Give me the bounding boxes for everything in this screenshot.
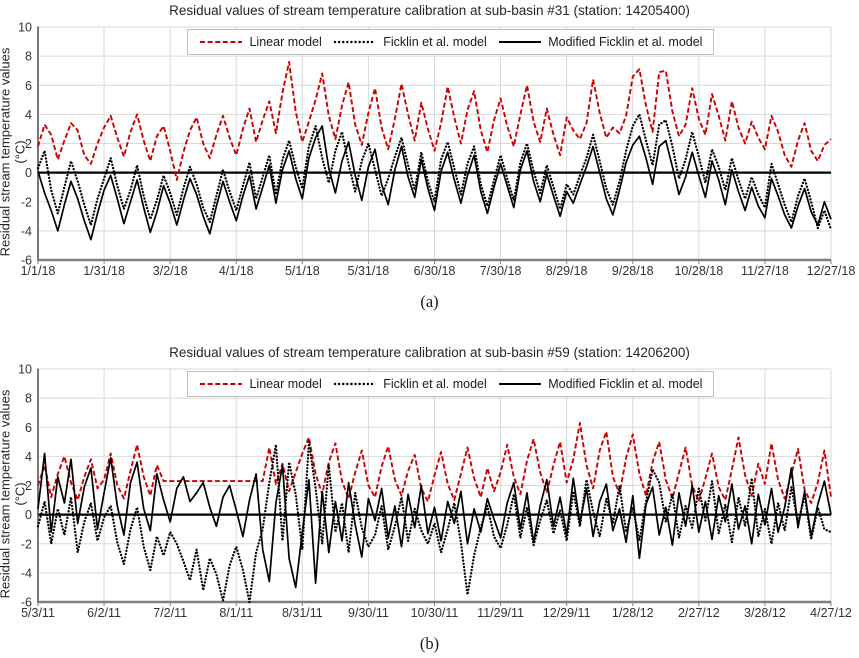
svg-text:-2: -2 <box>21 195 32 209</box>
chart-a: Residual values of stream temperature ca… <box>0 0 859 314</box>
svg-text:8/29/18: 8/29/18 <box>546 264 588 278</box>
svg-text:6/2/11: 6/2/11 <box>87 606 121 620</box>
svg-text:-4: -4 <box>21 566 32 580</box>
svg-text:3/28/12: 3/28/12 <box>744 606 786 620</box>
svg-text:4: 4 <box>25 108 32 122</box>
legend-item-linear-model: Linear model <box>198 377 322 391</box>
svg-text:1/1/18: 1/1/18 <box>21 264 56 278</box>
svg-text:0: 0 <box>25 508 32 522</box>
svg-text:4/27/12: 4/27/12 <box>810 606 852 620</box>
legend-item-ficklin-model: Ficklin et al. model <box>332 377 487 391</box>
svg-text:1/31/18: 1/31/18 <box>83 264 125 278</box>
chart-b-plot-area: 10 8 6 4 2 0 -2 -4 -6 5/3/11 6/2/11 7/2/11 8/1/11 8/3… <box>0 364 859 626</box>
legend-label: Linear model <box>249 35 322 49</box>
svg-text:12/29/11: 12/29/11 <box>543 606 591 620</box>
svg-text:8/1/11: 8/1/11 <box>219 606 253 620</box>
caption-a: (a) <box>420 292 439 311</box>
legend-item-ficklin-model: Ficklin et al. model <box>332 35 487 49</box>
svg-text:11/27/18: 11/27/18 <box>741 264 789 278</box>
svg-text:12/27/18: 12/27/18 <box>807 264 856 278</box>
svg-text:5/31/18: 5/31/18 <box>348 264 390 278</box>
legend-label: Modified Ficklin et al. model <box>548 35 703 49</box>
residuals-plot-b: 10 8 6 4 2 0 -2 -4 -65/3/11 6/2/11 7/2/11 8/1/11 8/3… <box>18 364 852 620</box>
linear-model-line-swatch-icon <box>200 41 243 43</box>
svg-text:0: 0 <box>25 166 32 180</box>
chart-a-legend: Linear model Ficklin et al. model Modifi… <box>187 29 714 55</box>
legend-label: Linear model <box>249 377 322 391</box>
linear-model-line-swatch-icon <box>200 383 243 385</box>
svg-text:-6: -6 <box>21 254 32 268</box>
svg-text:3/2/18: 3/2/18 <box>153 264 188 278</box>
svg-text:10/30/11: 10/30/11 <box>411 606 459 620</box>
legend-label: Ficklin et al. model <box>383 377 487 391</box>
chart-b: Residual values of stream temperature ca… <box>0 342 859 656</box>
svg-text:2: 2 <box>25 479 32 493</box>
chart-a-y-axis-label: Residual stream temperature values (°C) <box>0 47 28 257</box>
svg-text:9/28/18: 9/28/18 <box>612 264 654 278</box>
svg-text:5/1/18: 5/1/18 <box>285 264 320 278</box>
ficklin-model-line-swatch-icon <box>334 40 378 44</box>
svg-text:1/28/12: 1/28/12 <box>612 606 654 620</box>
chart-b-legend: Linear model Ficklin et al. model Modifi… <box>187 371 714 397</box>
svg-text:4: 4 <box>25 450 32 464</box>
svg-text:2: 2 <box>25 137 32 151</box>
svg-text:6: 6 <box>25 79 32 93</box>
caption-b: (b) <box>419 634 440 653</box>
svg-text:2/27/12: 2/27/12 <box>678 606 720 620</box>
residuals-plot-a: 10 8 6 4 2 0 -2 -4 -61/1/18 1/31/18 3/2/18 4/1/18 5/… <box>18 22 856 278</box>
legend-item-modified-ficklin-model: Modified Ficklin et al. model <box>497 377 702 391</box>
svg-text:10/28/18: 10/28/18 <box>674 264 723 278</box>
svg-text:8/31/11: 8/31/11 <box>282 606 323 620</box>
svg-text:8: 8 <box>25 392 32 406</box>
svg-text:-4: -4 <box>21 224 32 238</box>
svg-text:-2: -2 <box>21 537 32 551</box>
svg-text:9/30/11: 9/30/11 <box>348 606 389 620</box>
svg-text:-6: -6 <box>21 596 32 610</box>
modified-ficklin-model-line-swatch-icon <box>499 41 542 43</box>
svg-text:7/30/18: 7/30/18 <box>480 264 522 278</box>
ficklin-model-line-swatch-icon <box>334 382 378 386</box>
chart-a-title: Residual values of stream temperature ca… <box>169 3 690 18</box>
svg-text:10: 10 <box>18 364 32 377</box>
legend-item-modified-ficklin-model: Modified Ficklin et al. model <box>497 35 702 49</box>
svg-text:6: 6 <box>25 421 32 435</box>
legend-item-linear-model: Linear model <box>198 35 322 49</box>
legend-label: Modified Ficklin et al. model <box>548 377 703 391</box>
chart-b-y-axis-label: Residual stream temperature values (°C) <box>0 389 28 599</box>
chart-b-title: Residual values of stream temperature ca… <box>169 345 690 360</box>
chart-a-plot-area: 10 8 6 4 2 0 -2 -4 -6 1/1/18 1/31/18 3/2/18 4/1/18 5/… <box>0 22 859 284</box>
svg-text:10: 10 <box>18 22 32 35</box>
svg-text:4/1/18: 4/1/18 <box>219 264 254 278</box>
svg-text:11/29/11: 11/29/11 <box>477 606 524 620</box>
modified-ficklin-model-line-swatch-icon <box>499 383 542 385</box>
svg-text:7/2/11: 7/2/11 <box>153 606 187 620</box>
svg-text:5/3/11: 5/3/11 <box>21 606 55 620</box>
svg-text:8: 8 <box>25 50 32 64</box>
legend-label: Ficklin et al. model <box>383 35 487 49</box>
svg-text:6/30/18: 6/30/18 <box>414 264 456 278</box>
